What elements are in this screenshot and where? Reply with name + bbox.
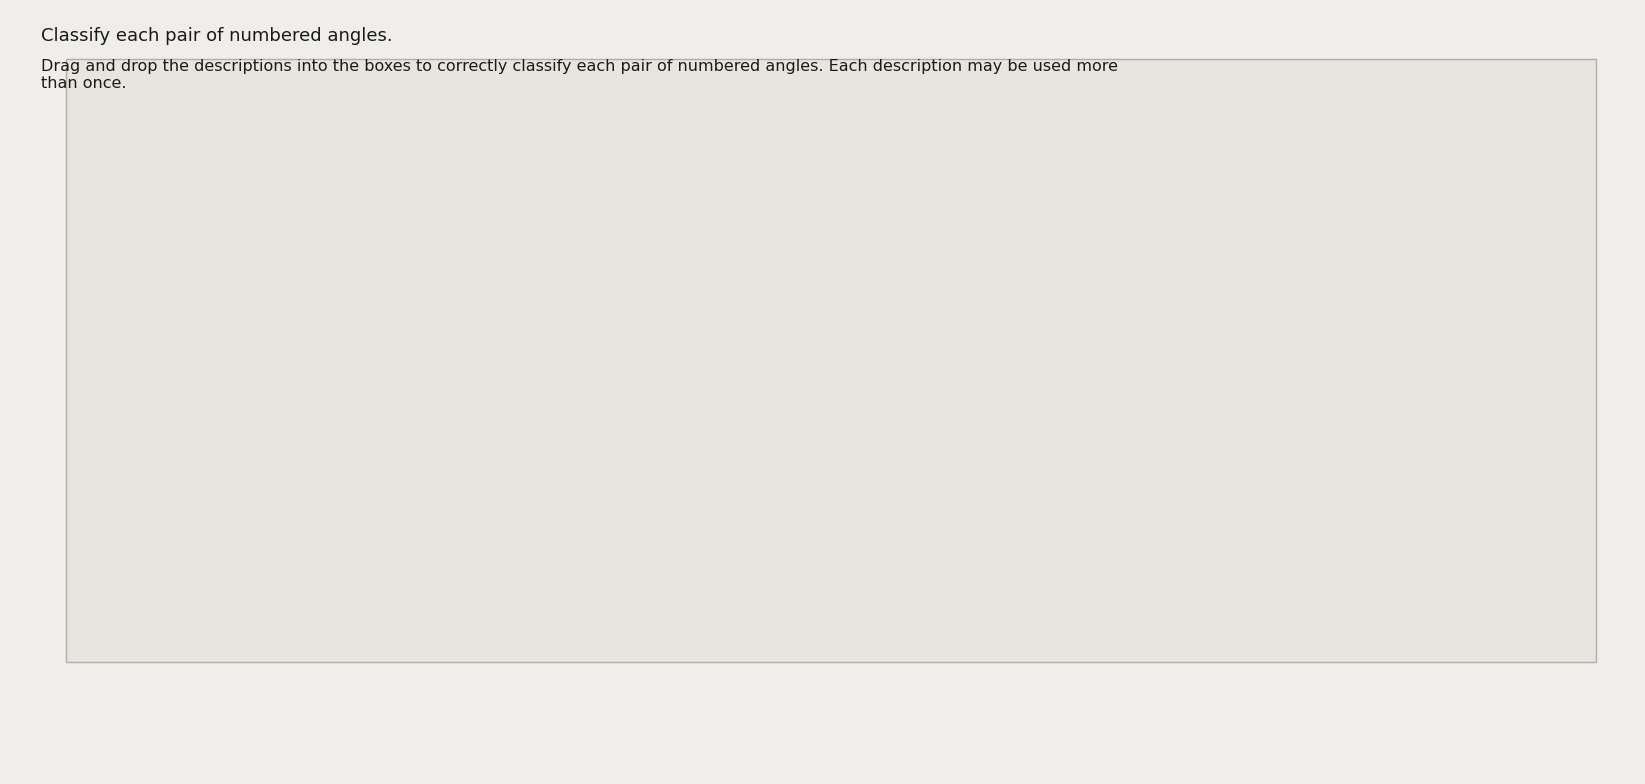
Text: Drag and drop the descriptions into the boxes to correctly classify each pair of: Drag and drop the descriptions into the … [41,59,1119,91]
Text: adjacent: adjacent [885,636,951,651]
Text: none of these: none of these [1020,636,1125,651]
Text: 2: 2 [571,299,582,318]
FancyBboxPatch shape [730,630,836,657]
Text: 1: 1 [383,266,395,284]
Text: vertical: vertical [755,636,813,651]
Bar [181,557,1489,626]
Text: 4: 4 [1211,285,1222,303]
Text: 3: 3 [1010,376,1022,394]
FancyBboxPatch shape [865,630,971,657]
FancyBboxPatch shape [571,630,707,657]
FancyBboxPatch shape [1000,630,1145,657]
Text: linear pair: linear pair [600,636,678,651]
Text: Classify each pair of numbered angles.: Classify each pair of numbered angles. [41,27,393,45]
